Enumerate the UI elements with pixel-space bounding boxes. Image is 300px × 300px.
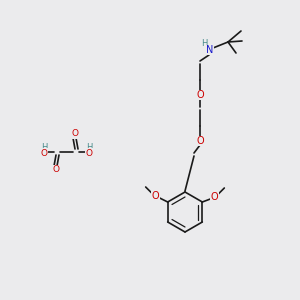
Text: O: O [40,148,47,158]
Text: O: O [152,191,160,201]
Text: N: N [206,45,214,55]
Text: H: H [41,142,47,152]
Text: O: O [196,90,204,100]
Text: O: O [52,166,59,175]
Text: O: O [85,148,92,158]
Text: O: O [196,136,204,146]
Text: H: H [86,142,92,152]
Text: O: O [211,192,218,202]
Text: H: H [201,38,207,47]
Text: O: O [72,130,79,139]
